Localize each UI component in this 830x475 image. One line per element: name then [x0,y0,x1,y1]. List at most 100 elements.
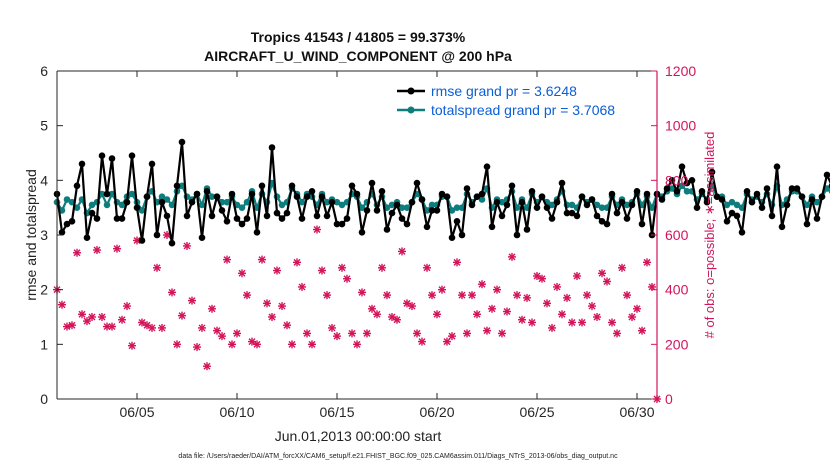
rmse-point [363,207,371,214]
rmse-point [303,193,311,200]
rmse-point [723,218,731,225]
rmse-point [433,207,441,214]
obs-point [273,266,281,275]
obs-point [233,329,241,338]
obs-point [123,302,131,311]
totalspread-point [158,193,166,200]
rmse-point [693,204,701,211]
obs-point [543,299,551,308]
rmse-point [678,163,686,170]
rmse-point [673,188,681,195]
obs-point [463,329,471,338]
rmse-point [228,190,236,198]
obs-point [553,282,561,291]
rmse-point [388,209,396,217]
obs-point [513,291,521,300]
rmse-point [153,231,161,239]
obs-point [633,304,641,313]
totalspread-point [198,201,206,209]
x-tick-label: 06/20 [419,404,454,420]
rmse-point [733,212,741,220]
obs-point [238,269,246,278]
obs-point [518,315,526,324]
totalspread-point [478,196,486,203]
y-tick-label-right: 600 [665,227,689,243]
obs-point [203,362,211,371]
rmse-point [628,201,636,209]
rmse-point [698,188,706,195]
totalspread-point [138,207,146,214]
rmse-point [573,212,581,220]
y-tick-label-right: 200 [665,336,689,352]
obs-point [578,318,586,327]
rmse-point [178,138,186,146]
obs-point [258,255,266,264]
obs-point [638,326,646,335]
obs-point [383,291,391,300]
rmse-point [103,190,111,198]
obs-point [483,326,491,335]
obs-point [373,310,381,319]
obs-point [563,293,571,302]
totalspread-point [453,204,461,211]
obs-point [628,313,636,321]
obs-point [253,340,261,349]
obs-point [493,285,501,294]
obs-point [223,255,231,264]
rmse-point [373,207,381,214]
obs-point [218,332,226,341]
totalspread-point [388,201,396,209]
rmse-point [138,237,146,244]
obs-point [148,323,156,332]
totalspread-point [338,201,346,209]
rmse-point [193,190,201,198]
obs-point [153,263,161,272]
obs-point [573,272,581,280]
totalspread-point [88,201,96,209]
obs-point [608,318,616,327]
rmse-point [208,212,216,220]
obs-point [133,236,141,245]
rmse-point [708,168,716,176]
y-tick-label-left: 0 [40,391,48,407]
rmse-point [293,193,301,200]
legend-spread-label: totalspread grand pr = 3.7068 [431,102,615,118]
rmse-point [158,198,166,206]
rmse-point [783,201,791,209]
rmse-point [793,185,801,192]
rmse-point [668,177,676,184]
rmse-point [288,182,296,190]
rmse-point [618,198,626,206]
obs-point [478,280,486,289]
rmse-line [55,141,830,245]
totalspread-point [498,198,506,206]
rmse-point [68,218,76,225]
rmse-point [513,231,521,239]
obs-point [623,291,631,300]
obs-point [433,310,441,319]
obs-point [118,315,126,324]
rmse-point [238,220,246,228]
rmse-point [408,198,416,206]
rmse-point [398,215,406,222]
rmse-point [318,193,326,200]
totalspread-point [813,198,821,206]
rmse-point [458,231,466,239]
rmse-point [768,212,776,220]
obs-point [173,340,181,349]
totalspread-point [738,204,746,211]
totalspread-point [163,196,171,203]
rmse-point [383,226,391,233]
rmse-point [133,204,141,211]
obs-point [88,313,96,321]
totalspread-point [403,204,411,211]
rmse-point [233,215,241,222]
rmse-point [803,220,811,228]
obs-point [178,311,186,320]
obs-point [168,288,176,297]
rmse-point [323,212,331,220]
totalspread-point [178,182,186,190]
obs-point [643,258,651,267]
rmse-point [348,182,356,190]
